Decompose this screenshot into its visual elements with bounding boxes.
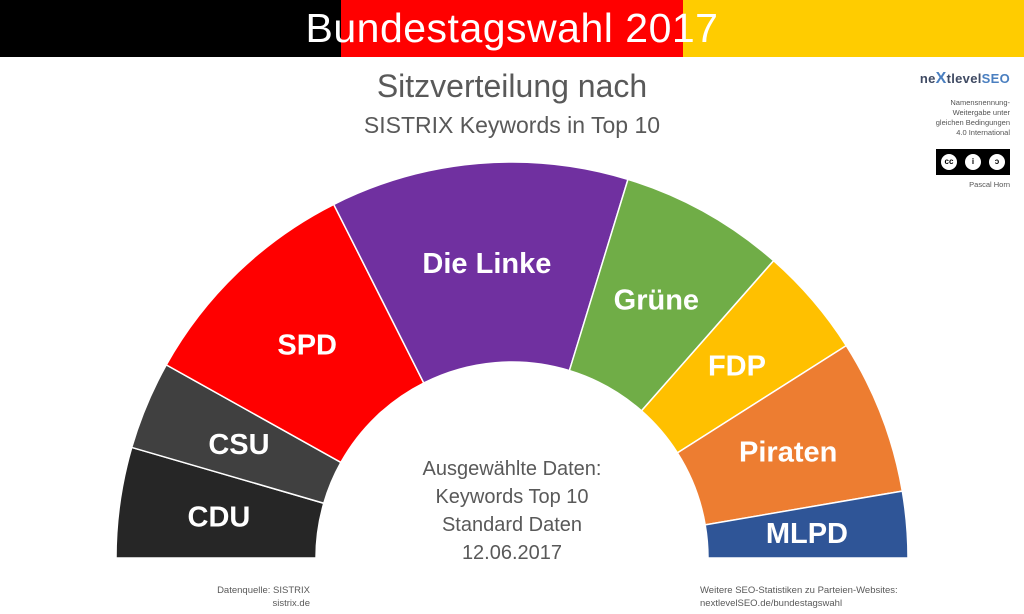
- logo-part-ne: ne: [919, 71, 936, 86]
- segment-mlpd: [704, 490, 909, 559]
- center-info: Ausgewählte Daten: Keywords Top 10 Stand…: [412, 455, 612, 567]
- license-line-1: Namensnennung-: [950, 98, 1010, 107]
- label-mlpd: MLPD: [766, 518, 848, 550]
- center-info-line-3: Standard Daten: [441, 514, 583, 536]
- label-csu: CSU: [208, 429, 269, 461]
- center-info-line-2: Keywords Top 10: [435, 486, 589, 508]
- sa-icon: ↄ: [989, 154, 1005, 170]
- center-info-line-1: Ausgewählte Daten:: [422, 458, 602, 480]
- license-text: Namensnennung- Weitergabe unter gleichen…: [870, 98, 1010, 138]
- chart-subtitle: SISTRIX Keywords in Top 10: [363, 112, 661, 138]
- flag-band-red: [341, 0, 683, 57]
- label-gruene: Grüne: [614, 285, 699, 317]
- nextlevelseo-logo[interactable]: neXtlevelSEO: [920, 70, 1010, 88]
- label-spd: SPD: [277, 329, 337, 361]
- license-line-3: gleichen Bedingungen: [935, 118, 1010, 127]
- more-link[interactable]: nextlevelSEO.de/bundestagswahl: [700, 598, 843, 609]
- logo-part-seo: SEO: [981, 71, 1010, 86]
- data-source: Datenquelle: SISTRIX sistrix.de: [190, 584, 310, 610]
- label-fdp: FDP: [708, 351, 766, 383]
- source-link[interactable]: sistrix.de: [272, 598, 310, 609]
- segment-spd: [165, 203, 425, 464]
- label-cdu: CDU: [188, 501, 251, 533]
- label-die-linke: Die Linke: [422, 248, 551, 280]
- flag-banner: [0, 0, 1024, 57]
- more-stats: Weitere SEO-Statistiken zu Parteien-Webs…: [700, 584, 930, 610]
- label-piraten: Piraten: [739, 437, 837, 469]
- center-info-line-4: 12.06.2017: [461, 542, 563, 564]
- chart-title: Sitzverteilung nach: [376, 68, 648, 104]
- cc-by-sa-badge[interactable]: cc i ↄ: [936, 149, 1010, 175]
- banner-title: Bundestagswahl 2017: [305, 5, 719, 51]
- flag-band-black: [0, 0, 342, 57]
- logo-part-tlevel: tlevel: [946, 71, 982, 86]
- flag-band-gold: [682, 0, 1024, 57]
- logo-part-x: X: [935, 70, 947, 87]
- source-line-1: Datenquelle: SISTRIX: [217, 585, 310, 596]
- by-icon: i: [965, 154, 981, 170]
- license-line-4: 4.0 International: [956, 128, 1010, 137]
- author-name: Pascal Horn: [969, 180, 1010, 189]
- more-line-1: Weitere SEO-Statistiken zu Parteien-Webs…: [700, 585, 898, 596]
- cc-icon: cc: [941, 154, 957, 170]
- license-line-2: Weitergabe unter: [952, 108, 1010, 117]
- segment-die-linke: [332, 161, 629, 384]
